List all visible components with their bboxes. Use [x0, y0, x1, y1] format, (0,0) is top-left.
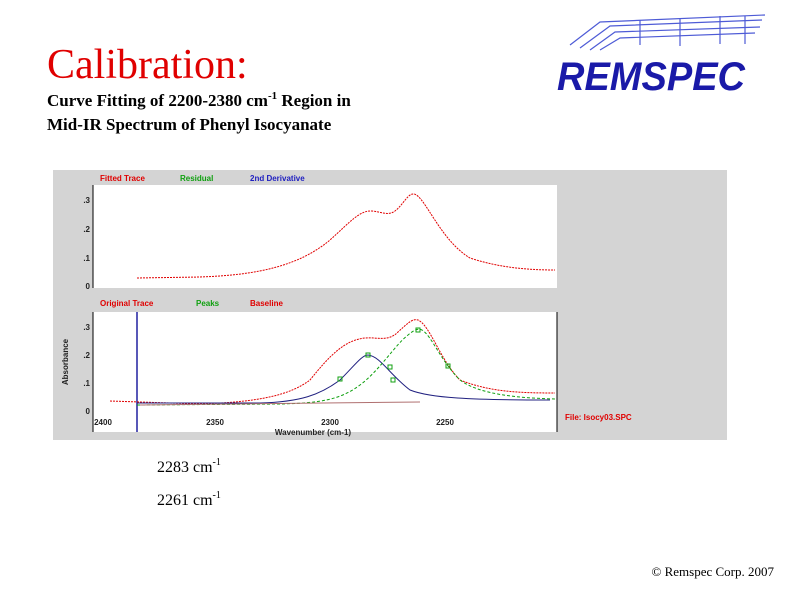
y-tick-label: .1 [83, 254, 90, 263]
screenshot: Fitted Trace Residual 2nd Derivative Ori… [53, 170, 727, 440]
superscript: -1 [213, 457, 221, 468]
file-label: File: Isocy03.SPC [565, 413, 632, 422]
footer: © Remspec Corp. 2007 [651, 564, 774, 579]
peak-label-text: 2283 cm [157, 459, 213, 476]
y-tick-label: .3 [83, 196, 90, 205]
peak-label: 2283 cm-1 [157, 457, 221, 476]
lower-plot [93, 312, 557, 432]
y-tick-label: 0 [86, 282, 91, 291]
y-tick-label: .3 [83, 323, 90, 332]
subtitle: Mid-IR Spectrum of Phenyl Isocyanate [47, 115, 332, 134]
x-tick-label: 2250 [436, 418, 454, 427]
subtitle-text: Region in [277, 91, 351, 110]
y-tick-label: 0 [86, 407, 91, 416]
x-tick-label: 2350 [206, 418, 224, 427]
legend-entry: Peaks [196, 299, 220, 308]
legend-entry: 2nd Derivative [250, 174, 305, 183]
subtitle-text: Curve Fitting of 2200-2380 cm [47, 91, 268, 110]
x-label: Wavenumber (cm-1) [275, 428, 352, 437]
peak-label: 2261 cm-1 [157, 490, 221, 509]
y-label: Absorbance [61, 338, 70, 385]
title: Calibration: [47, 42, 248, 88]
subtitle: Curve Fitting of 2200-2380 cm-1 Region i… [47, 90, 351, 110]
logo: REMSPEC [557, 14, 766, 99]
legend-entry: Original Trace [100, 299, 154, 308]
peak-label-text: 2261 cm [157, 492, 213, 509]
legend-entry: Fitted Trace [100, 174, 145, 183]
y-tick-label: .1 [83, 379, 90, 388]
superscript: -1 [268, 90, 277, 102]
x-tick-label: 2300 [321, 418, 339, 427]
y-tick-label: .2 [83, 351, 90, 360]
logo-text: REMSPEC [557, 55, 746, 99]
legend-entry: Residual [180, 174, 213, 183]
upper-plot [93, 185, 557, 288]
legend-entry: Baseline [250, 299, 283, 308]
traces [109, 193, 556, 406]
superscript: -1 [213, 490, 221, 501]
y-tick-label: .2 [83, 225, 90, 234]
x-tick-label: 2400 [94, 418, 112, 427]
